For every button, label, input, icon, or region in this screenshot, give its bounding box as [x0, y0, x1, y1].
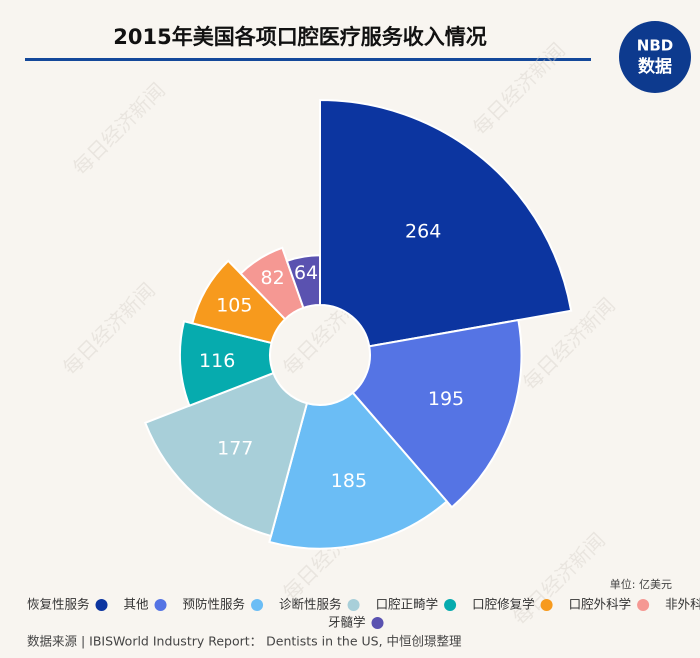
legend-label: 恢复性服务 — [27, 597, 90, 612]
rose-slice — [178, 320, 275, 407]
watermark: 每日经济新闻 — [68, 78, 170, 180]
legend-label: 预防性服务 — [183, 597, 246, 612]
watermark: 每日经济新闻 — [468, 38, 570, 140]
watermark: 每日经济新闻 — [58, 278, 160, 380]
legend-label: 其他 — [124, 597, 150, 612]
chart-title: 2015年美国各项口腔医疗服务收入情况 — [113, 25, 486, 49]
data-label: 116 — [199, 350, 235, 372]
legend-label: 诊断性服务 — [279, 597, 342, 612]
legend-dot — [540, 599, 553, 611]
logo-top: NBD — [637, 37, 673, 55]
legend-label: 非外科 — [665, 597, 700, 612]
rose-slice — [191, 259, 287, 345]
data-label: 195 — [428, 388, 464, 410]
rose-slice — [319, 98, 573, 348]
rose: 264 195 185 177 116 105 82 64 — [143, 98, 573, 550]
rose-slice — [351, 318, 523, 509]
source: 数据来源 | IBISWorld Industry Report： Dentis… — [27, 634, 462, 649]
legend-dot — [95, 599, 108, 611]
data-label: 82 — [261, 267, 285, 289]
rose-slice — [268, 391, 449, 550]
title-underline — [25, 58, 591, 61]
legend-dot — [637, 599, 650, 611]
unit-label: 单位: 亿美元 — [610, 577, 672, 591]
legend-label: 口腔修复学 — [472, 597, 535, 612]
legend-dot — [347, 599, 360, 611]
rose-slice — [143, 371, 309, 538]
legend-dot — [444, 599, 457, 611]
logo-circle — [619, 21, 691, 93]
data-label: 177 — [217, 438, 253, 460]
legend-label: 牙髓学 — [328, 615, 366, 630]
rose-slice — [285, 254, 321, 310]
legend-dot — [154, 599, 167, 611]
legend-label: 口腔正畸学 — [376, 597, 439, 612]
data-label: 264 — [405, 221, 441, 243]
data-label: 64 — [294, 262, 318, 284]
legend-dot — [371, 617, 384, 629]
logo-bottom: 数据 — [638, 56, 672, 77]
watermark: 每日经济新闻 — [508, 528, 610, 630]
legend-label: 口腔外科学 — [569, 597, 632, 612]
data-label: 185 — [331, 470, 367, 492]
data-label: 105 — [216, 294, 252, 316]
legend-dot — [251, 599, 264, 611]
